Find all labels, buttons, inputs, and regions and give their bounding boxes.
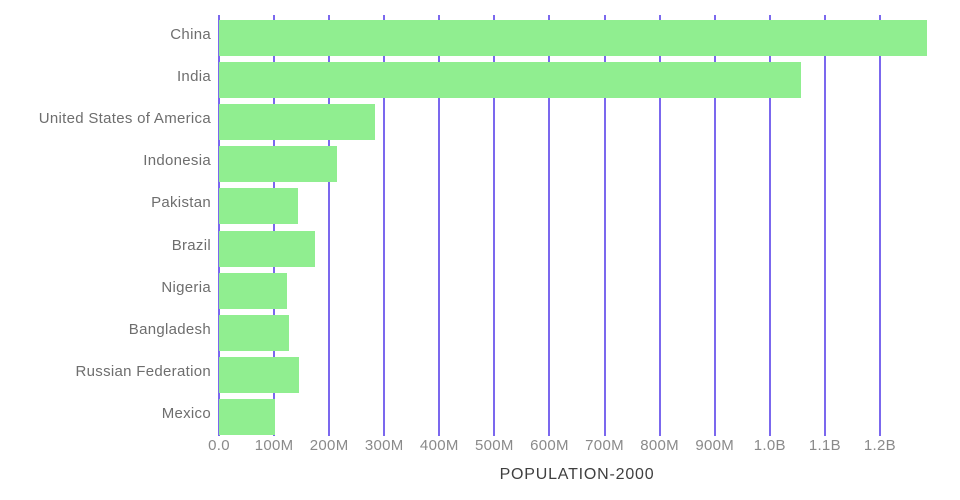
gridline (713, 15, 716, 436)
bar-china (219, 20, 927, 57)
gridline (438, 15, 441, 436)
gridline (603, 15, 606, 436)
x-tick-label: 1.0B (753, 437, 786, 454)
category-label: China (170, 26, 211, 43)
x-tick-label: 700M (585, 437, 624, 454)
x-tick-label: 500M (475, 437, 514, 454)
category-label: India (176, 68, 211, 86)
category-label: Indonesia (143, 152, 211, 170)
x-tick-label: 300M (364, 437, 404, 454)
gridline (548, 15, 551, 436)
gridline (273, 15, 276, 436)
bar-bangladesh (219, 314, 290, 351)
gridline (383, 15, 386, 436)
bar-united-states-of-america (219, 104, 375, 141)
bar-india (219, 62, 801, 99)
category-label: Mexico (161, 404, 211, 422)
gridline (493, 15, 496, 436)
x-tick-label: 1.2B (863, 437, 896, 454)
category-label: Brazil (171, 236, 211, 254)
bar-pakistan (219, 188, 298, 225)
x-axis-title: POPULATION-2000 (499, 466, 655, 483)
bar-brazil (219, 230, 316, 267)
gridline (823, 15, 826, 436)
bar-russian-federation (219, 356, 300, 393)
x-tick-label: 100M (254, 437, 294, 454)
category-label: Russian Federation (75, 362, 211, 380)
x-tick-label: 0.0 (208, 437, 230, 454)
category-label: Pakistan (151, 194, 211, 212)
gridline (218, 15, 220, 436)
category-label: Bangladesh (128, 320, 211, 338)
x-tick-label: 1.1B (808, 437, 841, 454)
x-tick-label: 800M (640, 437, 679, 454)
gridline (768, 15, 771, 436)
bar-indonesia (219, 146, 337, 183)
bar-nigeria (219, 272, 287, 309)
category-label: Nigeria (161, 278, 211, 296)
gridline (878, 15, 881, 436)
plot-area (218, 15, 935, 436)
x-tick-label: 200M (309, 437, 349, 454)
x-tick-label: 400M (419, 437, 459, 454)
x-tick-label: 600M (530, 437, 569, 454)
bar-mexico (219, 398, 275, 435)
gridline (658, 15, 661, 436)
gridline (328, 15, 331, 436)
category-label: United States of America (38, 110, 211, 128)
x-tick-label: 900M (695, 437, 735, 454)
